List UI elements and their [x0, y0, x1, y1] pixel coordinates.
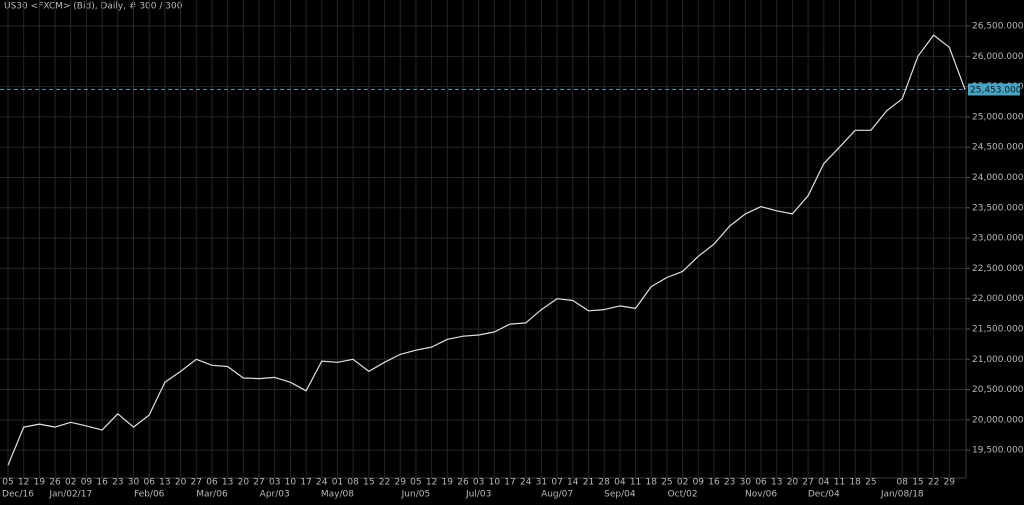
- x-tick-label: 17: [504, 478, 515, 488]
- x-tick-label: 15: [363, 478, 374, 488]
- month-label: Jan/02/17: [48, 490, 92, 500]
- y-tick-label: 24,000.000: [972, 173, 1024, 183]
- x-tick-label: 27: [191, 478, 202, 488]
- price-line: [7, 34, 966, 466]
- x-tick-label: 10: [285, 478, 297, 488]
- x-tick-label: 19: [34, 478, 46, 488]
- last-price-box: [968, 83, 1020, 96]
- x-tick-label: 12: [426, 478, 437, 488]
- x-tick-label: 11: [630, 478, 641, 488]
- y-tick-label: 21,500.000: [972, 324, 1024, 334]
- y-tick-label: 20,500.000: [972, 385, 1024, 395]
- x-tick-label: 20: [787, 478, 799, 488]
- month-label: Mar/06: [196, 490, 228, 500]
- x-tick-label: 29: [944, 478, 956, 488]
- x-tick-label: 03: [269, 478, 280, 488]
- x-tick-label: 04: [818, 478, 830, 488]
- x-tick-label: 11: [834, 478, 845, 488]
- last-price-label: 25,453.000: [970, 85, 1022, 95]
- x-tick-label: 22: [379, 478, 390, 488]
- month-label: Oct/02: [668, 490, 698, 500]
- month-label: Jan/08/18: [880, 490, 924, 500]
- x-tick-label: 27: [802, 478, 813, 488]
- x-tick-label: 26: [457, 478, 469, 488]
- x-tick-label: 03: [473, 478, 484, 488]
- month-label: Dec/04: [808, 490, 840, 500]
- x-tick-label: 14: [567, 478, 579, 488]
- y-tick-label: 20,000.000: [972, 415, 1024, 425]
- y-tick-label: 22,500.000: [972, 264, 1024, 274]
- x-tick-label: 19: [442, 478, 454, 488]
- x-tick-label: 16: [96, 478, 108, 488]
- x-tick-label: 16: [708, 478, 720, 488]
- y-tick-label: 26,500.000: [972, 22, 1024, 32]
- x-tick-label: 04: [614, 478, 626, 488]
- x-tick-label: 15: [912, 478, 923, 488]
- month-label: Jun/05: [401, 490, 431, 500]
- x-tick-label: 20: [238, 478, 250, 488]
- x-tick-label: 08: [897, 478, 909, 488]
- x-tick-label: 27: [253, 478, 264, 488]
- x-tick-label: 25: [865, 478, 876, 488]
- x-tick-label: 29: [394, 478, 406, 488]
- y-tick-label: 24,500.000: [972, 143, 1024, 153]
- x-tick-label: 09: [693, 478, 705, 488]
- x-tick-label: 25: [661, 478, 672, 488]
- x-tick-label: 23: [724, 478, 735, 488]
- month-label: Dec/16: [2, 490, 34, 500]
- x-tick-label: 23: [112, 478, 123, 488]
- x-tick-label: 10: [489, 478, 501, 488]
- x-tick-label: 30: [740, 478, 752, 488]
- month-label: Nov/06: [745, 490, 777, 500]
- x-tick-label: 18: [646, 478, 658, 488]
- x-tick-label: 09: [81, 478, 93, 488]
- x-tick-label: 22: [928, 478, 939, 488]
- month-label: Sep/04: [604, 490, 636, 500]
- y-tick-label: 25,000.000: [972, 112, 1024, 122]
- chart-title: US30 <FXCM> (Bid), Daily, # 300 / 300: [4, 2, 183, 12]
- x-tick-label: 02: [677, 478, 688, 488]
- month-label: Jul/03: [465, 490, 491, 500]
- x-tick-label: 13: [771, 478, 782, 488]
- y-tick-label: 21,000.000: [972, 355, 1024, 365]
- x-tick-label: 13: [159, 478, 170, 488]
- x-tick-label: 31: [536, 478, 547, 488]
- x-tick-label: 30: [128, 478, 140, 488]
- y-tick-label: 22,000.000: [972, 294, 1024, 304]
- month-label: Aug/07: [541, 490, 573, 500]
- y-tick-label: 23,000.000: [972, 234, 1024, 244]
- x-tick-label: 06: [206, 478, 218, 488]
- x-tick-label: 13: [222, 478, 233, 488]
- y-tick-label: 23,500.000: [972, 203, 1024, 213]
- x-tick-label: 06: [143, 478, 155, 488]
- x-tick-label: 26: [49, 478, 61, 488]
- x-tick-label: 20: [175, 478, 187, 488]
- month-label: Apr/03: [260, 490, 290, 500]
- x-tick-label: 06: [755, 478, 767, 488]
- x-tick-label: 02: [65, 478, 76, 488]
- x-tick-label: 01: [332, 478, 343, 488]
- x-tick-label: 05: [2, 478, 13, 488]
- x-tick-label: 17: [300, 478, 311, 488]
- x-tick-label: 08: [347, 478, 359, 488]
- month-label: Feb/06: [134, 490, 165, 500]
- x-tick-label: 05: [410, 478, 421, 488]
- x-tick-label: 24: [520, 478, 532, 488]
- x-tick-label: 21: [583, 478, 594, 488]
- y-tick-label: 26,000.000: [972, 52, 1024, 62]
- x-tick-label: 18: [849, 478, 861, 488]
- x-tick-label: 28: [598, 478, 610, 488]
- y-tick-label: 19,500.000: [972, 446, 1024, 456]
- month-label: May/08: [321, 490, 354, 500]
- x-tick-label: 07: [551, 478, 562, 488]
- x-tick-label: 12: [18, 478, 29, 488]
- x-tick-label: 24: [316, 478, 328, 488]
